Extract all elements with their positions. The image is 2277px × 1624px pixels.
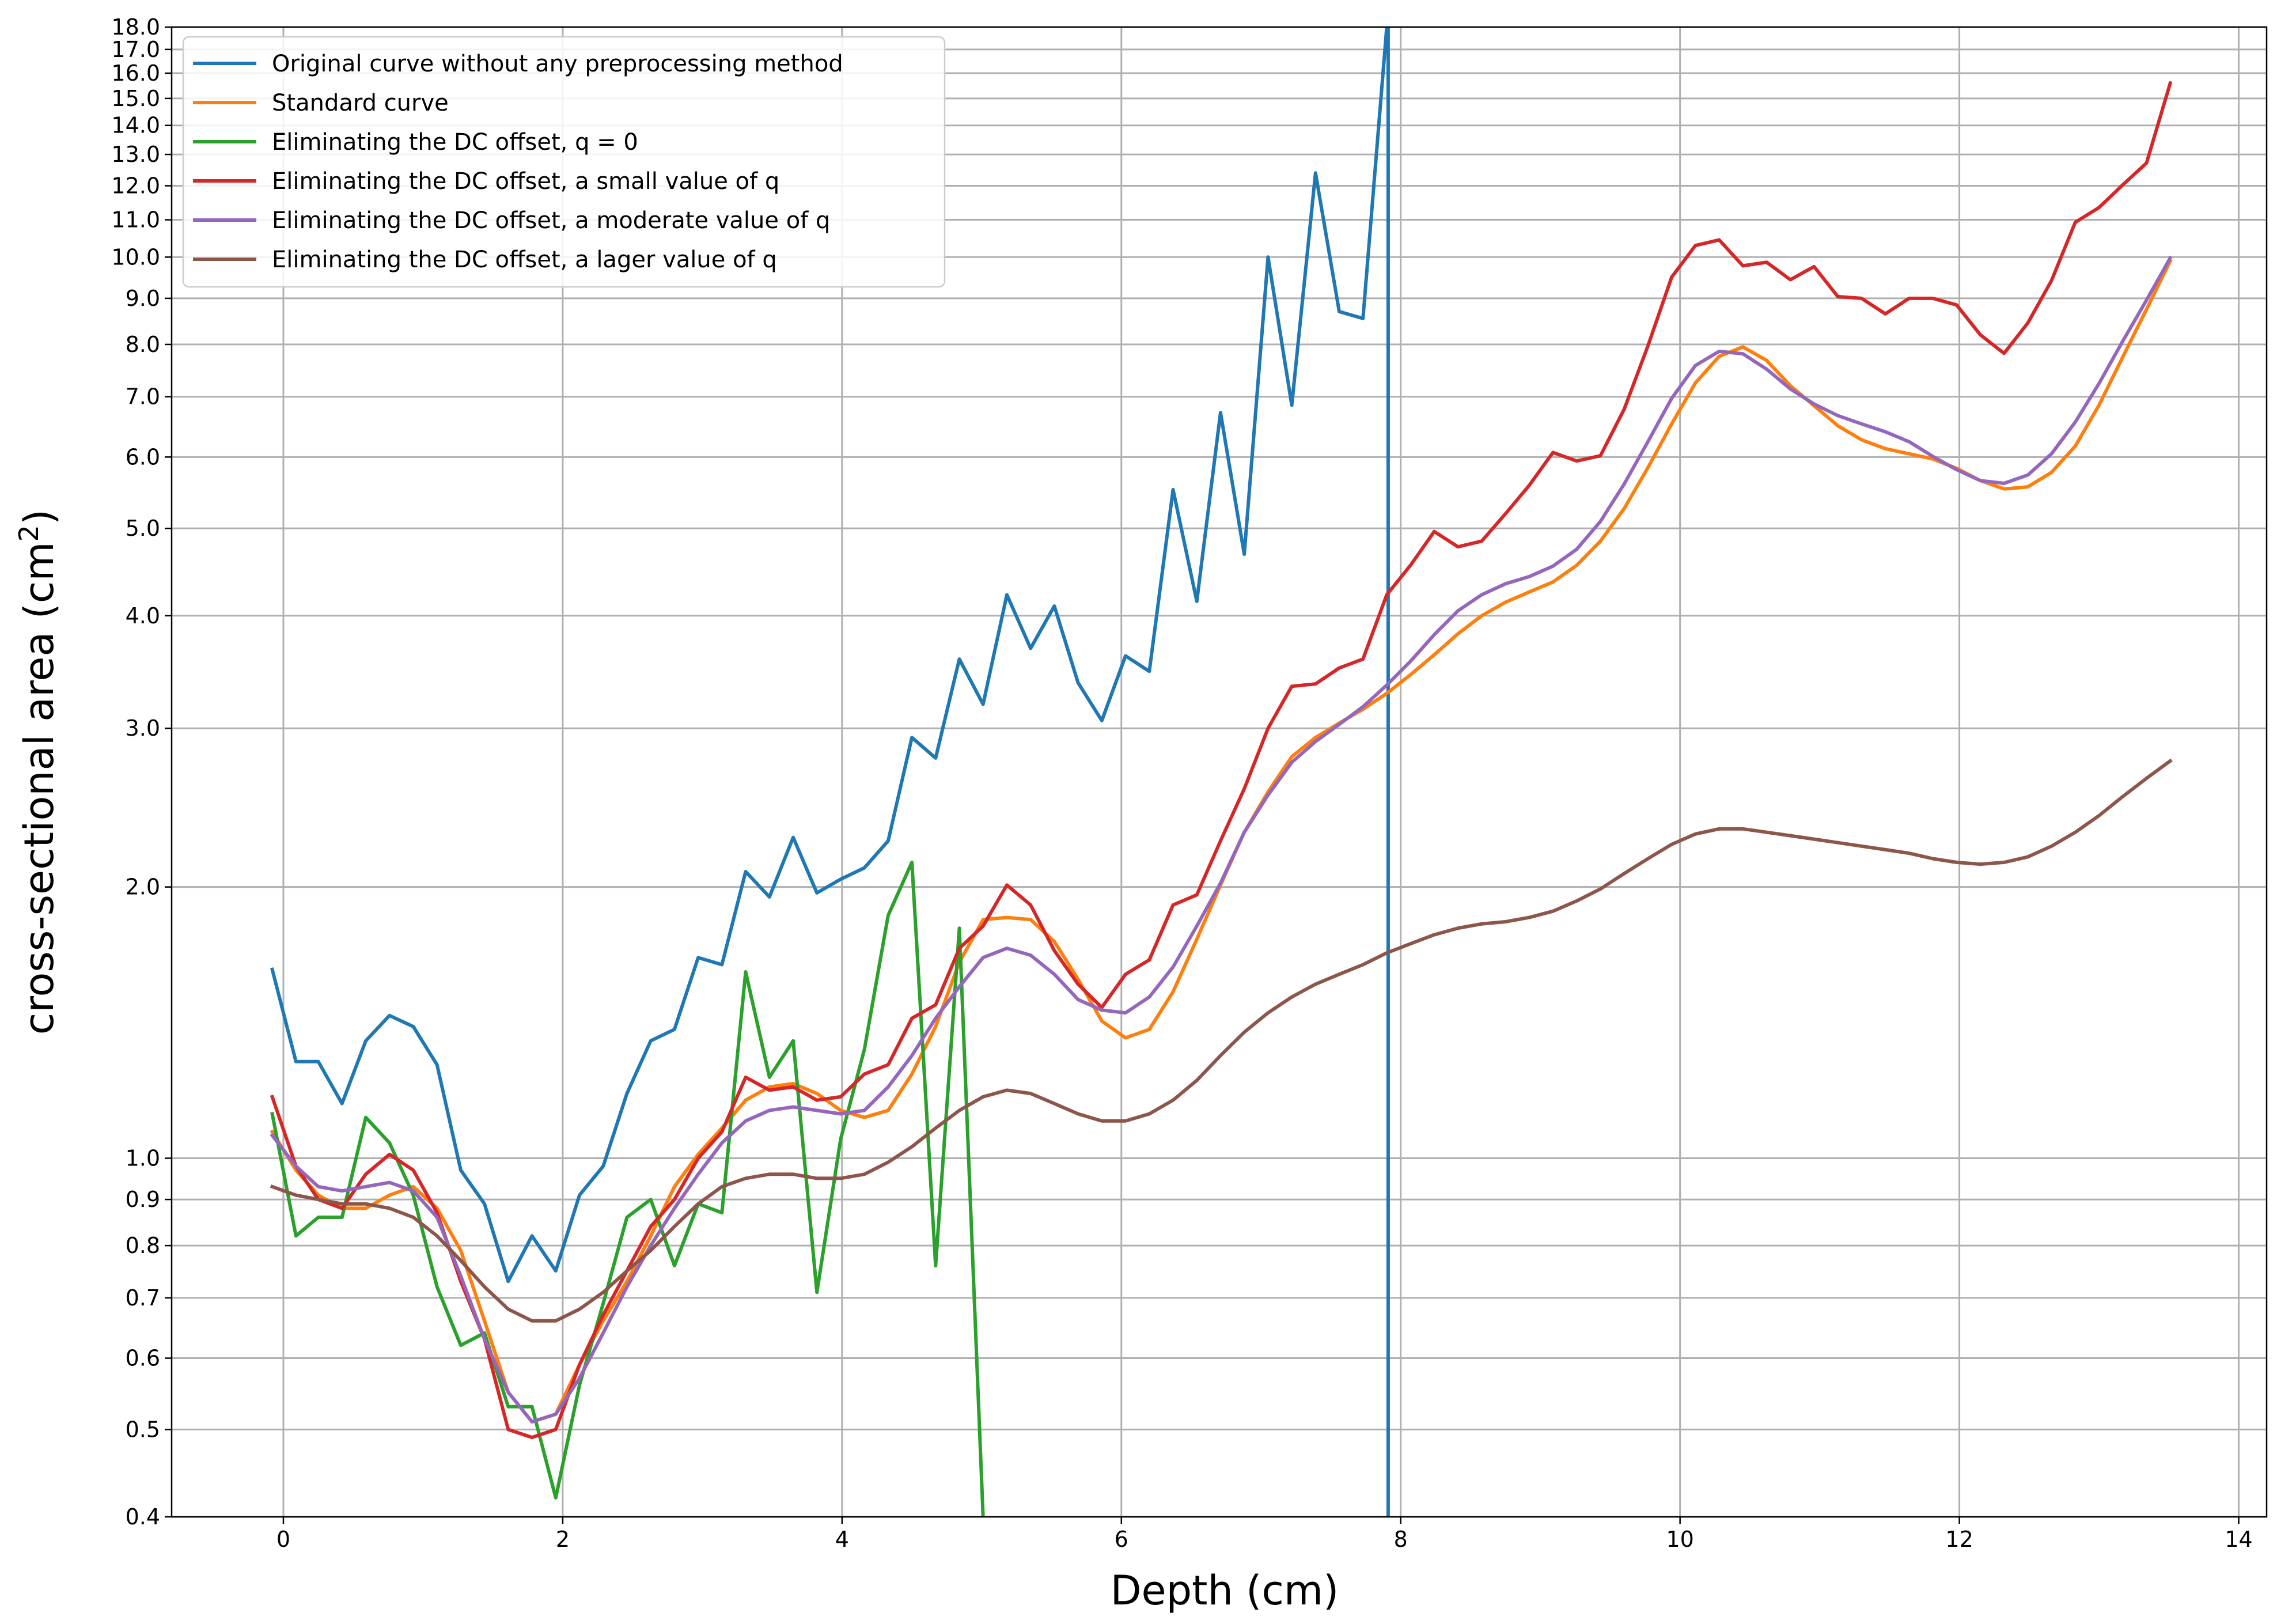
y-axis-title-main: cross-sectional area (cm bbox=[16, 542, 63, 1035]
y-tick-label: 9.0 bbox=[126, 286, 160, 311]
x-axis-title: Depth (cm) bbox=[1111, 1567, 1339, 1614]
y-tick-label: 10.0 bbox=[111, 244, 160, 270]
x-tick-label: 0 bbox=[276, 1527, 290, 1552]
y-axis-title-tail: ) bbox=[16, 509, 63, 525]
legend-label-6: Eliminating the DC offset, a lager value… bbox=[272, 247, 777, 273]
y-tick-label: 16.0 bbox=[111, 60, 160, 86]
legend-label-2: Standard curve bbox=[272, 90, 449, 116]
y-tick-label: 12.0 bbox=[111, 173, 160, 198]
x-tick-label: 6 bbox=[1115, 1527, 1128, 1552]
series-line-6 bbox=[270, 758, 2173, 1323]
y-tick-label: 4.0 bbox=[126, 603, 160, 629]
y-axis-title-superscript: 2 bbox=[13, 525, 44, 542]
y-tick-label: 14.0 bbox=[111, 113, 160, 138]
y-tick-label: 13.0 bbox=[111, 142, 160, 167]
x-tick-label: 4 bbox=[835, 1527, 849, 1552]
x-tick-label: 2 bbox=[556, 1527, 570, 1552]
y-tick-label: 17.0 bbox=[111, 37, 160, 62]
legend-label-4: Eliminating the DC offset, a small value… bbox=[272, 168, 779, 195]
y-tick-label: 0.5 bbox=[126, 1417, 160, 1442]
y-tick-label: 0.6 bbox=[126, 1346, 160, 1371]
y-tick-label: 0.9 bbox=[126, 1187, 160, 1212]
y-tick-label: 1.0 bbox=[126, 1146, 160, 1171]
y-tick-label: 11.0 bbox=[111, 207, 160, 233]
series-line-3 bbox=[270, 860, 985, 1517]
legend-label-1: Original curve without any preprocessing… bbox=[272, 51, 843, 77]
y-tick-label: 8.0 bbox=[126, 332, 160, 357]
y-tick-label: 3.0 bbox=[126, 716, 160, 741]
series-line-5 bbox=[270, 255, 2173, 1424]
series-layer bbox=[270, 27, 2173, 1517]
series-line-4 bbox=[270, 81, 2173, 1440]
y-axis-title: cross-sectional area (cm2) bbox=[13, 509, 63, 1035]
legend-label-3: Eliminating the DC offset, q = 0 bbox=[272, 129, 638, 156]
legend-box bbox=[182, 36, 946, 288]
x-tick-label: 10 bbox=[1666, 1527, 1693, 1552]
legend-label-5: Eliminating the DC offset, a moderate va… bbox=[272, 207, 830, 234]
axis-ticks: 0 2 4 6 8 10 12 14 0.4 0.5 0.6 0.7 0.8 0.9 1.0 2.0 3.0 4.… bbox=[111, 14, 2252, 1552]
x-tick-label: 8 bbox=[1394, 1527, 1408, 1552]
y-tick-label: 7.0 bbox=[126, 384, 160, 410]
series-line-1 bbox=[270, 27, 1390, 1517]
y-tick-label: 0.4 bbox=[126, 1504, 160, 1530]
x-tick-label: 12 bbox=[1945, 1527, 1973, 1552]
y-tick-label: 0.7 bbox=[126, 1285, 160, 1311]
y-tick-label: 2.0 bbox=[126, 875, 160, 900]
y-tick-label: 0.8 bbox=[126, 1233, 160, 1258]
y-tick-label: 6.0 bbox=[126, 444, 160, 470]
y-tick-label: 18.0 bbox=[111, 14, 160, 40]
y-tick-label: 5.0 bbox=[126, 516, 160, 541]
x-tick-label: 14 bbox=[2225, 1527, 2252, 1552]
y-tick-label: 15.0 bbox=[111, 86, 160, 111]
legend: Original curve without any preprocessing… bbox=[182, 36, 946, 288]
plot-frame bbox=[171, 26, 2268, 1518]
